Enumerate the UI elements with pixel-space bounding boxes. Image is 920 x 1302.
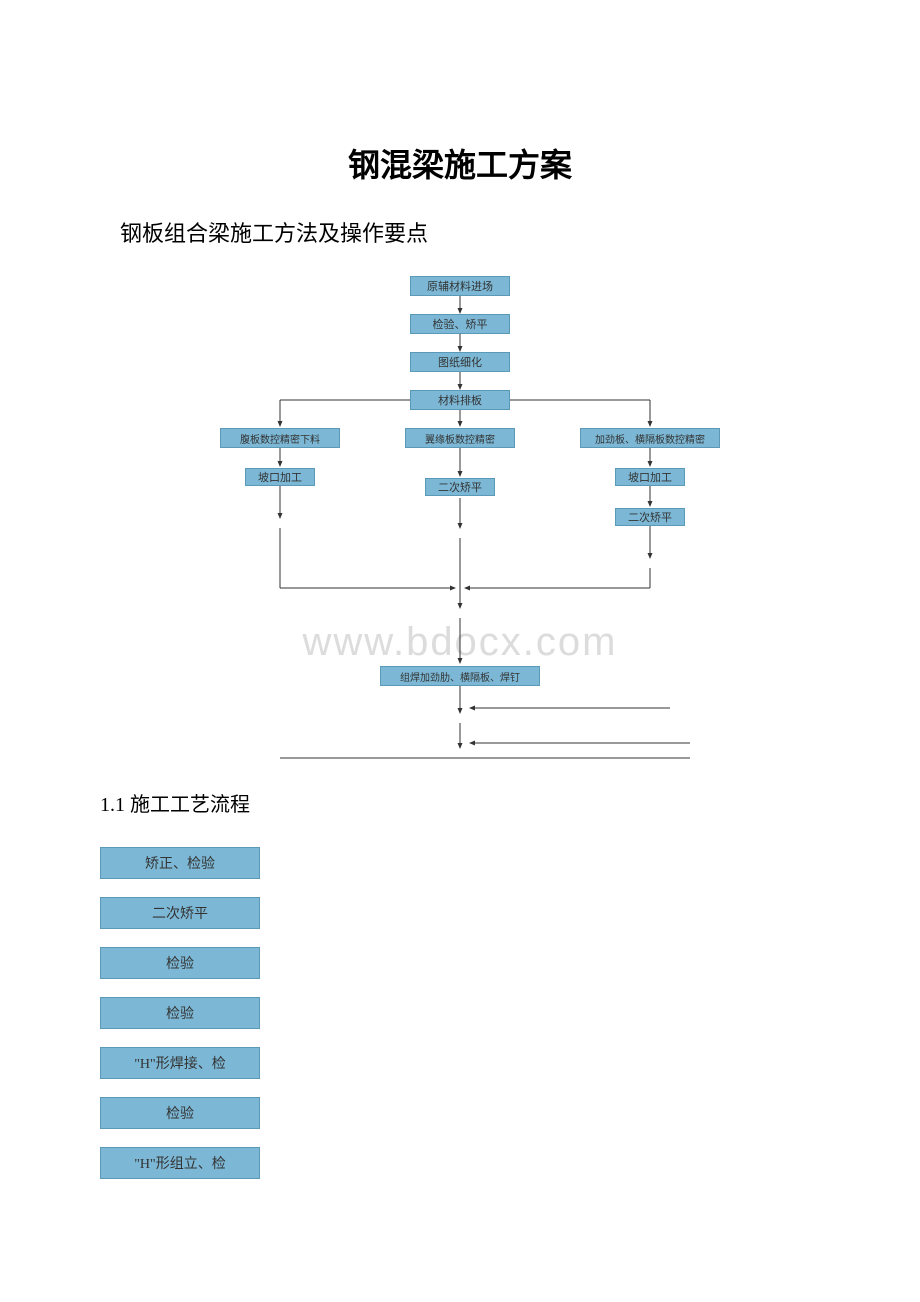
step-box: "H"形组立、检: [100, 1147, 260, 1179]
flowchart-node-web-cutting: 腹板数控精密下料: [220, 428, 340, 448]
flowchart-node-drawing-detail: 图纸细化: [410, 352, 510, 372]
flowchart-node-bevel-right: 坡口加工: [615, 468, 685, 486]
step-list: 矫正、检验 二次矫平 检验 检验 "H"形焊接、检 检验 "H"形组立、检: [100, 847, 820, 1179]
flowchart-node-relevel-center: 二次矫平: [425, 478, 495, 496]
flowchart-node-bevel-left: 坡口加工: [245, 468, 315, 486]
document-subtitle: 钢板组合梁施工方法及操作要点: [120, 216, 820, 248]
step-box: "H"形焊接、检: [100, 1047, 260, 1079]
flowchart-diagram: 原辅材料进场 检验、矫平 图纸细化 材料排板 腹板数控精密下料 翼缘板数控精密 …: [150, 268, 770, 768]
document-title: 钢混梁施工方案: [100, 140, 820, 186]
step-box: 检验: [100, 1097, 260, 1129]
flowchart-node-inspect-level: 检验、矫平: [410, 314, 510, 334]
flowchart-node-stiffener-cutting: 加劲板、横隔板数控精密: [580, 428, 720, 448]
flowchart-node-materials-in: 原辅材料进场: [410, 276, 510, 296]
section-heading: 1.1 施工工艺流程: [100, 788, 820, 817]
step-box: 二次矫平: [100, 897, 260, 929]
step-box: 检验: [100, 947, 260, 979]
flowchart-node-weld-assembly: 组焊加劲肋、横隔板、焊钉: [380, 666, 540, 686]
flowchart-node-material-layout: 材料排板: [410, 390, 510, 410]
step-box: 检验: [100, 997, 260, 1029]
step-box: 矫正、检验: [100, 847, 260, 879]
flowchart-node-flange-cutting: 翼缘板数控精密: [405, 428, 515, 448]
flowchart-node-relevel-right: 二次矫平: [615, 508, 685, 526]
